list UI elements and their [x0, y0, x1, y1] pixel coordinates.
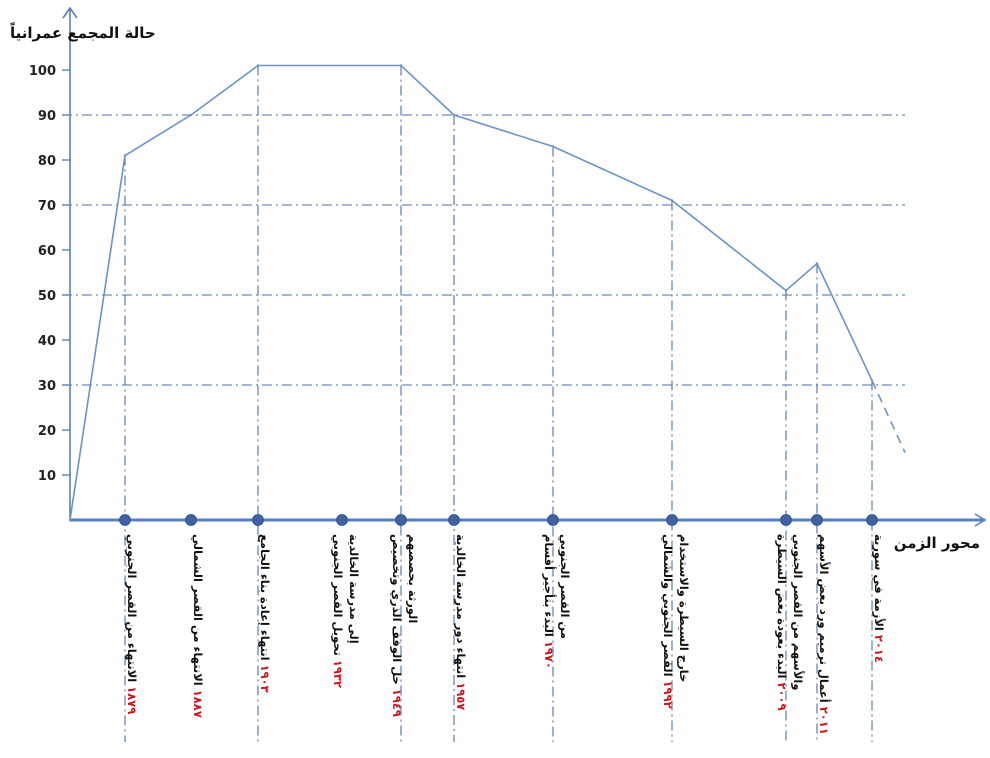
- event-text-1: الانتهاء من القصر الشمالي: [191, 534, 205, 690]
- timeline-dot-4: [395, 514, 407, 526]
- event-droplines: [124, 65, 873, 742]
- event-label-0: ١٨٧٩ الانتهاء من القصر الجنوبي: [124, 534, 139, 714]
- event-label-8: ٢٠٠٩ البدء بعودة بعض السيطرة: [774, 534, 789, 711]
- timeline-dot-5: [448, 514, 460, 526]
- series-point-0: [68, 518, 72, 522]
- timeline-dot-0: [119, 514, 131, 526]
- y-axis-arrow: [62, 6, 78, 19]
- series-point-1: [123, 154, 127, 157]
- series-point-4: [399, 64, 403, 67]
- event-text-9: أعمال ترميم ورد بعض الأسهم: [816, 534, 832, 707]
- timeline-dot-1: [185, 514, 197, 526]
- event-year-10: ٢٠١٤: [872, 635, 886, 663]
- series-projection-0: [871, 380, 906, 453]
- event-year-1: ١٨٨٧: [191, 690, 205, 718]
- timeline-dot-10: [866, 514, 878, 526]
- event-label-5: ١٩٥٧ انتهاء دور مدرسة الخالدية: [453, 534, 468, 710]
- event-year-7: ١٩٩٢: [661, 681, 675, 709]
- event-label-line2-6: من القصر الجنوبي: [557, 534, 572, 639]
- event-text-10: الأزمة في سورية: [871, 534, 886, 635]
- event-label-2: ١٩٠٣ انتهاء إعادة بناء الجامع: [258, 534, 272, 693]
- event-text-2: انتهاء إعادة بناء الجامع: [258, 534, 272, 665]
- event-year-4: ١٩٤٩: [390, 689, 404, 717]
- series-point-7: [670, 199, 674, 202]
- series-point-2: [189, 113, 193, 117]
- y-tick-label-70: 70: [38, 199, 56, 214]
- event-year-2: ١٩٠٣: [258, 665, 272, 693]
- event-text-0: الانتهاء من القصر الجنوبي: [124, 534, 139, 686]
- event-label-line2-4: الورثة بحصصهم: [405, 534, 420, 623]
- event-label-3: ١٩٣٢ تحويل القصر الجنوبي: [330, 534, 345, 688]
- y-tick-label-90: 90: [38, 109, 56, 124]
- series-point-6: [551, 145, 555, 148]
- reference-lines: [62, 114, 905, 386]
- event-label-6: ١٩٧٠ البدء بتأجير أقسام: [542, 534, 557, 669]
- event-label-line2-8: والأسهم من القصر الجنوبي: [790, 534, 805, 690]
- timeline-dot-7: [666, 514, 678, 526]
- series-point-3: [256, 64, 260, 67]
- timeline-dot-6: [547, 514, 559, 526]
- event-text-5: انتهاء دور مدرسة الخالدية: [453, 534, 468, 682]
- event-label-4: ١٩٤٩ حل الوقف الذري وتخصيص: [389, 534, 404, 717]
- series-point-9: [815, 262, 819, 265]
- series-point-8: [784, 289, 788, 292]
- event-label-7: ١٩٩٢ القصر الجنوبي والشمالي: [660, 534, 675, 709]
- series-point-5: [452, 113, 456, 117]
- y-tick-label-50: 50: [38, 289, 56, 304]
- event-text-4: حل الوقف الذري وتخصيص: [389, 534, 404, 689]
- event-text-7: القصر الجنوبي والشمالي: [660, 534, 675, 681]
- condition-series: [68, 64, 906, 522]
- x-axis-arrow: [974, 513, 987, 527]
- axes: [62, 6, 987, 527]
- y-tick-label-30: 30: [38, 379, 56, 394]
- y-tick-labels: 10 20 30 40 50 60 70 80 90 100: [29, 64, 56, 484]
- event-year-8: ٢٠٠٩: [775, 683, 789, 711]
- event-text-8: البدء بعودة بعض السيطرة: [774, 534, 789, 683]
- event-label-line2-7: خارج السيطرة والاستخدام: [676, 534, 691, 682]
- event-year-3: ١٩٣٢: [331, 660, 345, 688]
- y-axis-title: حالة المجمع عمرانياً: [10, 22, 156, 42]
- event-year-0: ١٨٧٩: [125, 686, 139, 714]
- event-text-6: البدء بتأجير أقسام: [542, 534, 557, 641]
- event-labels: ١٨٧٩ الانتهاء من القصر الجنوبي ١٨٨٧ الانت…: [124, 534, 886, 735]
- y-tick-label-40: 40: [38, 334, 56, 349]
- event-label-line2-3: إلى مدرسة الخالدية: [347, 534, 361, 644]
- timeline-dots: [119, 514, 878, 526]
- timeline-dot-8: [780, 514, 792, 526]
- event-year-6: ١٩٧٠: [542, 641, 556, 669]
- event-text-3: تحويل القصر الجنوبي: [330, 534, 345, 660]
- series-line-0: [69, 64, 873, 521]
- timeline-dot-9: [811, 514, 823, 526]
- y-tick-label-100: 100: [29, 64, 56, 79]
- timeline-dot-2: [252, 514, 264, 526]
- y-tick-label-20: 20: [38, 424, 56, 439]
- x-axis-title: محور الزمن: [894, 534, 980, 552]
- timeline-dot-3: [336, 514, 348, 526]
- y-tick-label-80: 80: [38, 154, 56, 169]
- event-label-9: ٢٠١١ أعمال ترميم ورد بعض الأسهم: [816, 534, 832, 735]
- event-label-1: ١٨٨٧ الانتهاء من القصر الشمالي: [191, 534, 205, 718]
- y-tick-label-60: 60: [38, 244, 56, 259]
- y-tick-label-10: 10: [38, 469, 56, 484]
- event-year-9: ٢٠١١: [817, 707, 831, 735]
- event-label-10: ٢٠١٤ الأزمة في سورية: [871, 534, 886, 663]
- event-year-5: ١٩٥٧: [454, 682, 468, 710]
